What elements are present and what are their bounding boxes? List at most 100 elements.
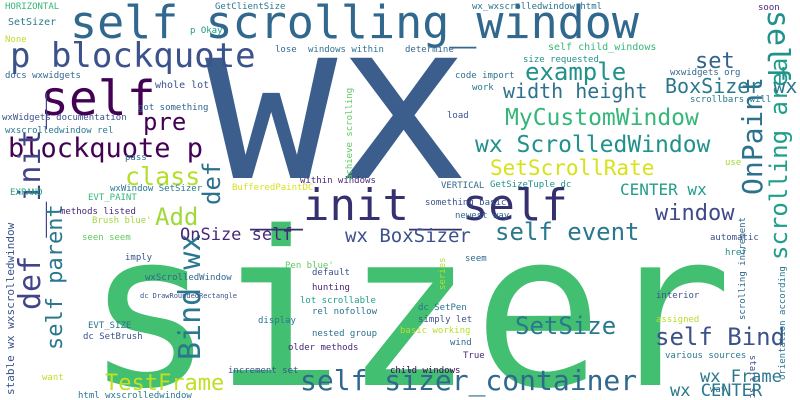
word: nested group [312,329,377,339]
word: wx [205,0,470,230]
word: older methods [288,343,358,353]
word: def __init__ [13,92,48,310]
word: wxWidgets documentation [2,113,127,123]
word: various sources [665,351,746,361]
word: self child_windows [548,42,656,53]
word: achieve scrolling [345,88,355,180]
word: href [725,248,747,258]
word: BoxSizer wx [665,74,797,98]
word: simply let [418,315,472,325]
word: MyCustomWindow [505,105,699,131]
word: SetScrollRate [490,156,654,180]
word: example [525,58,626,86]
word: dc SetBrush [83,332,143,342]
word: self parent [43,204,68,350]
word: wxscrolledwindow rel [5,126,113,136]
word: interior [656,291,700,301]
word: child windows [390,366,460,376]
word: GetSizeTuple dc [490,180,571,190]
word: stable wx wxscrolledwindow [4,222,17,395]
word: self event [495,218,640,246]
word: __init__self [250,180,568,231]
word: size requested [523,55,599,65]
word: dc DrawRoundedRectangle [140,292,237,300]
word: determine [405,45,454,55]
word: default [312,268,350,278]
word: self [40,71,156,127]
word: window [655,201,735,226]
word: self sizer_container [300,364,637,398]
word: True [463,351,485,361]
word: SetSize [515,312,616,340]
word: p blockquote [10,36,256,76]
word: windows within [308,45,384,55]
word: class [125,162,200,191]
word: seem [465,254,487,264]
word: EVT_SIZE [88,321,131,331]
word: series [438,257,448,290]
word: work [472,83,494,93]
word: want [42,373,64,383]
word: OnSize self [180,225,293,245]
word: Brush blue' [92,216,152,226]
word: VERTICAL [441,181,484,191]
word: display [258,316,297,326]
word: GetClientSize [215,2,285,12]
word: load [447,111,469,121]
word: None [5,35,27,45]
word: OnPaint [736,77,769,195]
word: rel nofollow [312,307,378,317]
word: Bind wx [173,234,208,360]
word: BufferedPaintDC [232,183,313,193]
word: self Bind [655,323,785,351]
word: width height [503,79,648,103]
word: Pen blue' [285,261,334,271]
word: hunting [312,283,350,293]
word: wxWindow SetSizer [110,184,203,194]
word: CENTER wx [620,180,707,199]
word: start scrolling [747,355,757,400]
word: wxwidgets org [670,68,740,78]
word: wx BoxSizer [345,225,471,247]
word: wxScrolledWindow [145,273,232,283]
word: self [760,10,795,82]
word: methods listed [60,207,136,217]
word: scrolling area [765,58,793,260]
word: pre [143,108,186,136]
word: code import [455,71,515,81]
word: something basic [425,198,506,208]
word: docs wxwidgets [5,71,81,81]
word: wx CENTER [670,381,763,400]
word: orientation according [778,266,788,380]
word: assigned [656,315,699,325]
word: basic working [400,326,470,336]
word: wx Frame [700,367,782,387]
word: automatic [710,233,759,243]
word: pass [125,153,147,163]
word: EXPAND [10,188,43,198]
word: sizer [85,185,732,400]
word: increment set [228,366,298,376]
word: scrolling increment [738,217,748,320]
word: self scrolling_window [70,0,640,49]
word: newest way [455,211,510,221]
word: scrollbars will [690,95,771,105]
word: Add [155,203,198,231]
word: SetSizer [8,17,56,28]
word: lose [275,45,297,55]
word: wx ScrolledWindow [475,132,711,158]
word: imply [125,253,153,263]
word: wind [450,338,472,348]
word: way [710,385,727,395]
word: whole lot [155,80,209,91]
word: wx_wxscrolledwindow html [472,2,602,12]
word: TestFrame [105,371,224,396]
word: blockquote p [8,133,203,164]
word: seen seem [82,233,131,243]
word: def [198,162,226,205]
word: got something [138,103,208,113]
word: soon [758,3,780,13]
word: dc SetPen [418,303,467,313]
word: within windows [300,176,376,186]
word: use [725,158,741,168]
